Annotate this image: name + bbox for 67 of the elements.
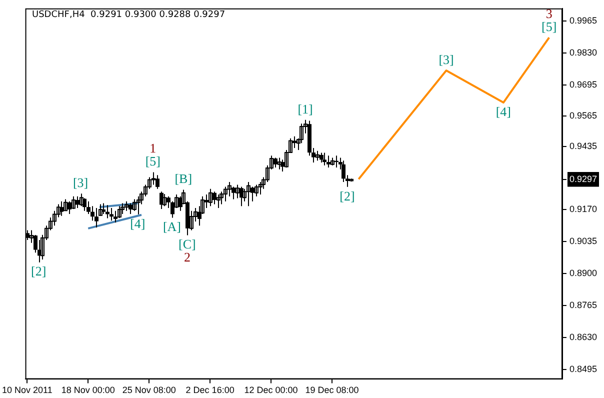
candlestick: [152, 172, 156, 186]
candlestick: [114, 210, 118, 223]
candlestick: [224, 186, 228, 202]
candlestick: [94, 208, 98, 228]
candlestick: [322, 152, 326, 166]
annotation: [B]: [174, 171, 192, 186]
annotation: 3: [546, 6, 552, 21]
candlestick: [246, 181, 250, 207]
candlestick: [124, 200, 128, 212]
candlestick: [132, 198, 136, 212]
candlestick: [162, 194, 166, 207]
candlestick: [136, 196, 140, 215]
annotation: [2]: [31, 264, 46, 279]
y-tick-label: 0.9297: [569, 174, 598, 184]
candlestick: [80, 193, 84, 207]
candlestick: [326, 155, 330, 168]
annotation: [4]: [496, 104, 512, 119]
y-tick-label: 0.9035: [569, 236, 598, 246]
y-tick-label: 0.9565: [569, 110, 598, 120]
candlestick: [232, 186, 236, 200]
y-tick-label: 0.9435: [569, 141, 598, 152]
annotation: [3]: [438, 52, 454, 67]
chart-title: USDCHF,H4 0.9291 0.9300 0.9288 0.9297: [32, 10, 226, 20]
annotation: [5]: [542, 18, 557, 34]
candlestick: [60, 200, 64, 216]
y-tick-label: 0.8900: [569, 268, 598, 278]
candlestick: [110, 208, 114, 222]
candlestick: [156, 174, 160, 190]
candlestick: [250, 186, 254, 202]
y-tick-label: 0.8765: [569, 300, 598, 310]
candlestick: [278, 157, 282, 170]
candlestick: [118, 206, 122, 218]
candlestick: [274, 157, 278, 168]
x-tick-label: 25 Nov 08:00: [122, 385, 176, 396]
candlestick: [216, 194, 220, 209]
candlestick: [82, 198, 86, 212]
y-tick-label: 0.9830: [569, 47, 598, 58]
y-tick-label: 0.9170: [569, 204, 598, 214]
candlestick: [76, 196, 80, 209]
x-tick-label: 18 Nov 00:00: [61, 385, 115, 396]
x-tick-label: 12 Dec 00:00: [244, 385, 298, 396]
candlestick: [258, 181, 262, 196]
annotation: [C]: [178, 236, 196, 252]
annotation: [3]: [72, 174, 88, 190]
x-tick-label: 19 Dec 08:00: [305, 385, 359, 396]
candlestick: [68, 200, 72, 214]
annotation: [4]: [130, 216, 146, 231]
annotation: 2: [184, 250, 190, 265]
candlestick: [212, 191, 216, 205]
annotation: [2]: [340, 188, 355, 204]
x-tick-label: 2 Dec 16:00: [186, 385, 234, 396]
y-tick-label: 0.8630: [569, 332, 598, 342]
y-tick-label: 0.8495: [569, 364, 598, 374]
annotation: [5]: [145, 154, 160, 169]
x-tick-label: 10 Nov 2011: [2, 385, 52, 396]
candlestick: [128, 202, 132, 214]
candlestick: [102, 202, 106, 214]
candlestick: [120, 202, 124, 214]
candlestick: [320, 152, 324, 164]
annotation: [A]: [162, 219, 181, 234]
y-tick-label: 0.9965: [569, 15, 598, 26]
y-tick-label: 0.9695: [569, 79, 598, 90]
annotation: 1: [150, 140, 156, 156]
candlestick: [292, 136, 296, 149]
candlestick: [208, 188, 212, 207]
annotation: [1]: [298, 101, 313, 116]
candlestick: [316, 150, 320, 162]
